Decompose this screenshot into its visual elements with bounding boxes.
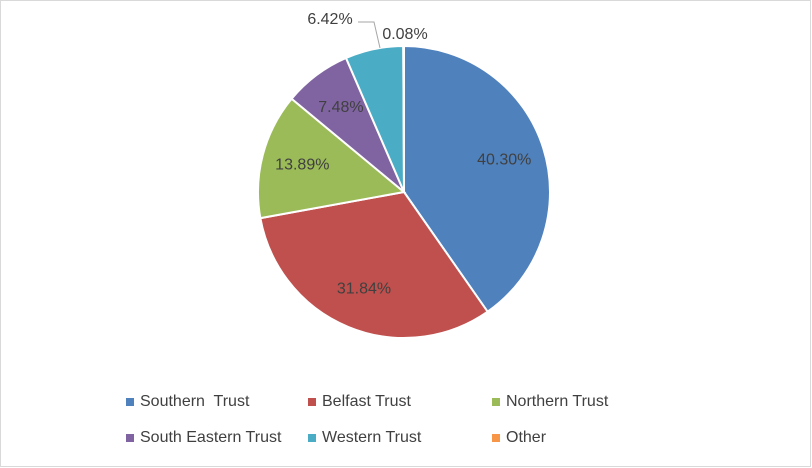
legend-label: Western Trust — [322, 429, 422, 446]
data-label: 40.30% — [477, 152, 531, 169]
pie-slice — [259, 190, 489, 339]
data-label: 31.84% — [337, 280, 391, 297]
data-label: 13.89% — [275, 157, 329, 174]
legend-label: South Eastern Trust — [140, 429, 282, 446]
legend-label: Southern Trust — [140, 393, 250, 410]
legend-marker — [492, 434, 500, 442]
legend-marker — [308, 434, 316, 442]
legend-label: Northern Trust — [506, 393, 609, 410]
legend-marker — [308, 398, 316, 406]
data-label: 6.42% — [307, 11, 352, 28]
legend-marker — [492, 398, 500, 406]
legend-marker — [126, 434, 134, 442]
legend-label: Belfast Trust — [322, 393, 411, 410]
pie-slice — [403, 44, 551, 314]
legend-label: Other — [506, 429, 547, 446]
data-label: 7.48% — [318, 99, 363, 116]
data-label: 0.08% — [382, 26, 427, 43]
legend-marker — [126, 398, 134, 406]
leader-line — [358, 21, 381, 49]
pie-slice — [257, 97, 407, 220]
pie-slice — [402, 44, 405, 193]
